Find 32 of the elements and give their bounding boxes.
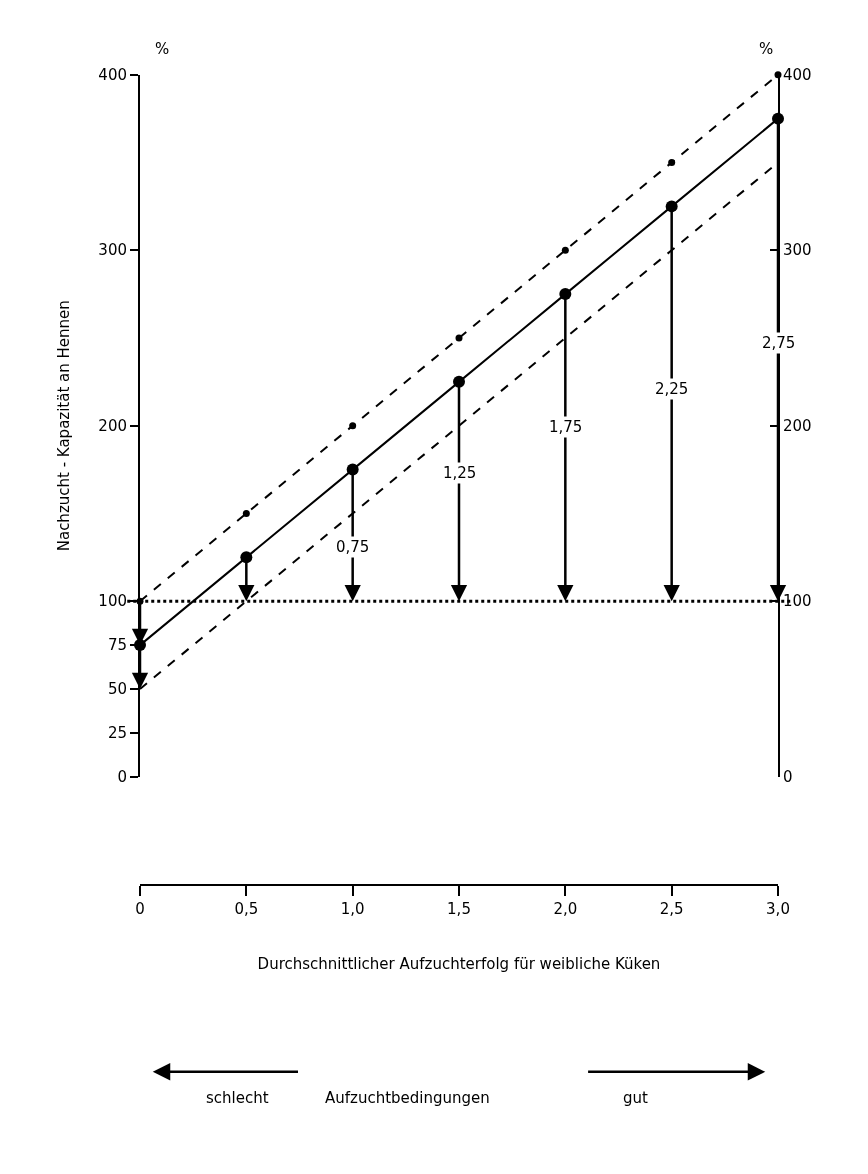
text: gut xyxy=(623,1089,649,1107)
y-tick-label: 200 xyxy=(98,416,127,435)
x-tick-label: 1,5 xyxy=(447,900,471,919)
y-tick-label: 75 xyxy=(107,636,127,655)
y-tick-label: 100 xyxy=(98,592,127,611)
annotation: 1,25 xyxy=(443,464,477,482)
y2-tick-label: 200 xyxy=(783,416,812,435)
y-tick-label: 25 xyxy=(107,724,127,743)
annotation: 2,25 xyxy=(655,380,689,398)
x-tick-label: 0,5 xyxy=(234,900,259,919)
annotation: 2,75 xyxy=(762,334,796,352)
y2-tick-label: 300 xyxy=(783,241,812,260)
y-tick-label: 0 xyxy=(117,767,127,786)
x-tick-label: 3,0 xyxy=(766,900,790,919)
x-tick-label: 2,0 xyxy=(553,900,578,919)
y2-tick-label: 400 xyxy=(783,66,812,85)
y2-tick-label: 100 xyxy=(783,592,812,611)
text: schlecht xyxy=(206,1089,269,1107)
x-tick-label: 0 xyxy=(135,900,145,919)
x-tick-label: 2,5 xyxy=(659,900,684,919)
annotation: 1,75 xyxy=(549,418,583,436)
text: Aufzuchtbedingungen xyxy=(325,1089,490,1107)
text: % xyxy=(759,40,774,58)
annotation: 0,75 xyxy=(336,538,370,556)
y-tick-label: 400 xyxy=(98,66,127,85)
y-tick-label: 50 xyxy=(107,680,127,699)
x-axis-title: Durchschnittlicher Aufzuchterfolg für weibliche Küken xyxy=(257,954,661,973)
y2-tick-label: 0 xyxy=(783,767,793,786)
x-tick-label: 1,0 xyxy=(340,900,365,919)
text: % xyxy=(155,40,170,58)
y-axis-title: Nachzucht - Kapazität an Hennen xyxy=(55,300,74,552)
y-tick-label: 300 xyxy=(98,241,127,260)
